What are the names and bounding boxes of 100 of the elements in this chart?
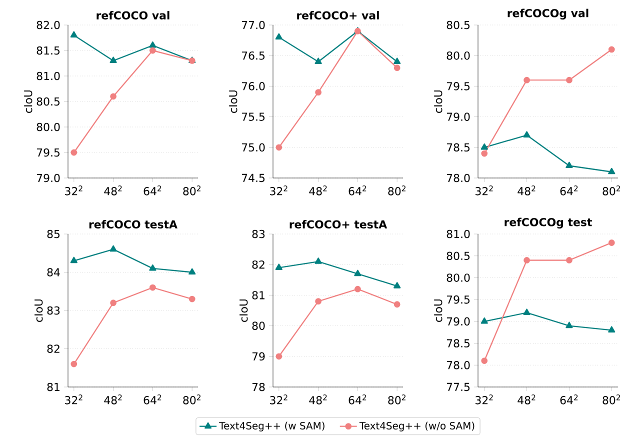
y-tick-label: 81.0 xyxy=(446,230,470,238)
point xyxy=(394,282,401,288)
point xyxy=(110,93,117,100)
x-tick-label: 80$^{2}$ xyxy=(388,394,406,404)
point xyxy=(149,41,156,48)
y-axis-title: cIoU xyxy=(434,90,442,113)
x-tick-label: 48$^{2}$ xyxy=(309,186,327,196)
point xyxy=(523,131,530,138)
y-tick-label: 81.5 xyxy=(36,46,60,55)
point xyxy=(524,257,530,264)
point xyxy=(523,308,530,315)
x-tick-label: 32$^{2}$ xyxy=(65,186,82,196)
y-tick-label: 77.0 xyxy=(242,20,265,30)
y-tick-label: 78.5 xyxy=(446,143,470,152)
x-tick-label: 32$^{2}$ xyxy=(65,394,82,404)
point xyxy=(70,31,78,38)
x-tick-label: 64$^{2}$ xyxy=(144,394,162,404)
point xyxy=(608,326,616,332)
point xyxy=(608,240,615,246)
point xyxy=(275,33,282,40)
y-tick-label: 76.5 xyxy=(242,51,265,60)
y-tick-label: 78.5 xyxy=(446,339,470,348)
y-tick-label: 79.0 xyxy=(446,112,470,121)
y-tick-label: 80.5 xyxy=(446,252,470,260)
point xyxy=(110,300,117,306)
chart-title: refCOCOg test xyxy=(504,218,592,228)
y-axis-title: cIoU xyxy=(229,90,238,113)
point xyxy=(566,322,573,328)
point xyxy=(315,89,322,96)
point xyxy=(188,296,196,302)
point xyxy=(70,149,78,156)
point xyxy=(608,168,616,174)
y-tick-label: 76.0 xyxy=(242,82,265,90)
y-tick-label: 80.0 xyxy=(446,51,470,60)
y-tick-label: 74.5 xyxy=(242,174,265,182)
y-tick-label: 79.5 xyxy=(446,295,470,304)
point xyxy=(566,76,572,84)
x-tick-label: 48$^{2}$ xyxy=(518,186,536,196)
point xyxy=(275,264,282,270)
chart-title: refCOCO+ val xyxy=(297,11,379,20)
y-tick-label: 80.5 xyxy=(36,97,60,106)
point xyxy=(70,256,78,264)
point xyxy=(149,264,156,271)
y-tick-label: 81 xyxy=(47,382,60,392)
y-tick-label: 83 xyxy=(252,230,265,238)
chart-title: refCOCOg val xyxy=(508,8,588,20)
y-tick-label: 80.0 xyxy=(36,122,60,132)
y-tick-label: 80.5 xyxy=(446,20,470,30)
y-tick-label: 75.5 xyxy=(242,112,265,121)
x-tick-label: 32$^{2}$ xyxy=(476,186,493,196)
y-tick-label: 80 xyxy=(252,322,265,330)
y-tick-label: 79.0 xyxy=(36,174,60,182)
legend-label: Text4Seg++ (w/o SAM) xyxy=(359,422,474,432)
point xyxy=(480,143,488,150)
legend-label: Text4Seg++ (w SAM) xyxy=(219,422,324,432)
y-tick-label: 78.0 xyxy=(446,361,470,370)
x-tick-label: 64$^{2}$ xyxy=(348,394,366,404)
x-tick-label: 80$^{2}$ xyxy=(388,186,406,196)
x-tick-label: 64$^{2}$ xyxy=(144,186,162,196)
x-tick-label: 64$^{2}$ xyxy=(560,394,578,404)
point xyxy=(150,47,156,54)
x-tick-label: 48$^{2}$ xyxy=(309,394,327,404)
y-tick-label: 81 xyxy=(252,291,264,300)
point xyxy=(314,58,322,64)
y-axis-title: cIoU xyxy=(34,299,43,322)
y-tick-label: 77.5 xyxy=(446,382,470,392)
y-tick-label: 75.0 xyxy=(242,143,265,152)
x-tick-label: 48$^{2}$ xyxy=(518,394,536,404)
point xyxy=(480,317,488,324)
chart-title: refCOCO testA xyxy=(89,220,178,229)
x-tick-label: 80$^{2}$ xyxy=(602,394,620,404)
point xyxy=(110,245,117,252)
point xyxy=(276,144,282,151)
y-tick-label: 85 xyxy=(47,230,60,238)
point xyxy=(188,268,196,275)
point xyxy=(394,64,400,72)
x-tick-label: 32$^{2}$ xyxy=(270,394,288,404)
y-axis-title: cIoU xyxy=(24,90,32,113)
chart-title: refCOCO+ testA xyxy=(290,220,388,229)
point xyxy=(110,56,117,63)
x-tick-label: 80$^{2}$ xyxy=(183,394,200,404)
point xyxy=(314,258,322,264)
point xyxy=(524,76,530,84)
x-tick-label: 32$^{2}$ xyxy=(476,394,493,404)
point xyxy=(150,284,156,291)
point xyxy=(394,301,400,308)
y-axis-title: cIoU xyxy=(434,299,442,322)
y-tick-label: 82.0 xyxy=(36,20,60,30)
y-tick-label: 81.0 xyxy=(36,72,60,80)
point xyxy=(315,298,322,305)
y-tick-label: 80.0 xyxy=(446,274,470,282)
y-tick-label: 83 xyxy=(47,306,60,315)
point xyxy=(481,150,488,157)
point xyxy=(608,46,615,53)
y-tick-label: 79 xyxy=(252,352,265,361)
y-axis-title: cIoU xyxy=(240,299,248,322)
point xyxy=(70,360,78,368)
y-tick-label: 79.0 xyxy=(446,317,470,326)
y-tick-label: 84 xyxy=(47,268,60,276)
y-tick-label: 82 xyxy=(47,344,60,353)
